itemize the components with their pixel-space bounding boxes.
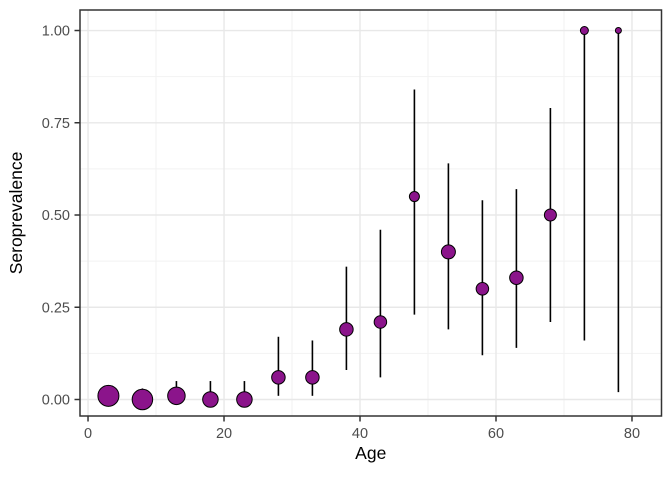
y-tick-label: 0.50 — [42, 208, 70, 224]
data-point — [579, 26, 589, 36]
y-tick-label: 0.25 — [42, 300, 70, 316]
data-point — [236, 391, 253, 408]
y-tick-label: 0.75 — [42, 116, 70, 132]
data-point — [543, 208, 557, 222]
data-point — [305, 370, 320, 385]
x-tick-label: 20 — [216, 426, 232, 442]
x-tick-label: 60 — [488, 426, 504, 442]
data-point — [167, 386, 186, 406]
data-point — [614, 27, 622, 35]
data-point — [131, 388, 154, 411]
data-point — [271, 370, 286, 385]
plot-panel — [80, 10, 662, 416]
data-point — [440, 244, 456, 260]
data-point — [509, 270, 524, 285]
data-point — [97, 384, 120, 407]
x-tick-label: 80 — [624, 426, 640, 442]
data-point — [408, 191, 420, 203]
x-tick-label: 0 — [84, 426, 92, 442]
data-point — [373, 315, 388, 329]
y-tick-label: 0.00 — [42, 393, 70, 409]
y-axis-title: Seroprevalence — [6, 152, 26, 275]
x-tick-label: 40 — [352, 426, 368, 442]
y-tick-label: 1.00 — [42, 24, 70, 40]
data-point — [202, 391, 219, 408]
data-point — [475, 282, 490, 296]
panel-border — [79, 9, 663, 417]
data-point — [339, 322, 354, 337]
x-axis-title: Age — [355, 443, 386, 463]
